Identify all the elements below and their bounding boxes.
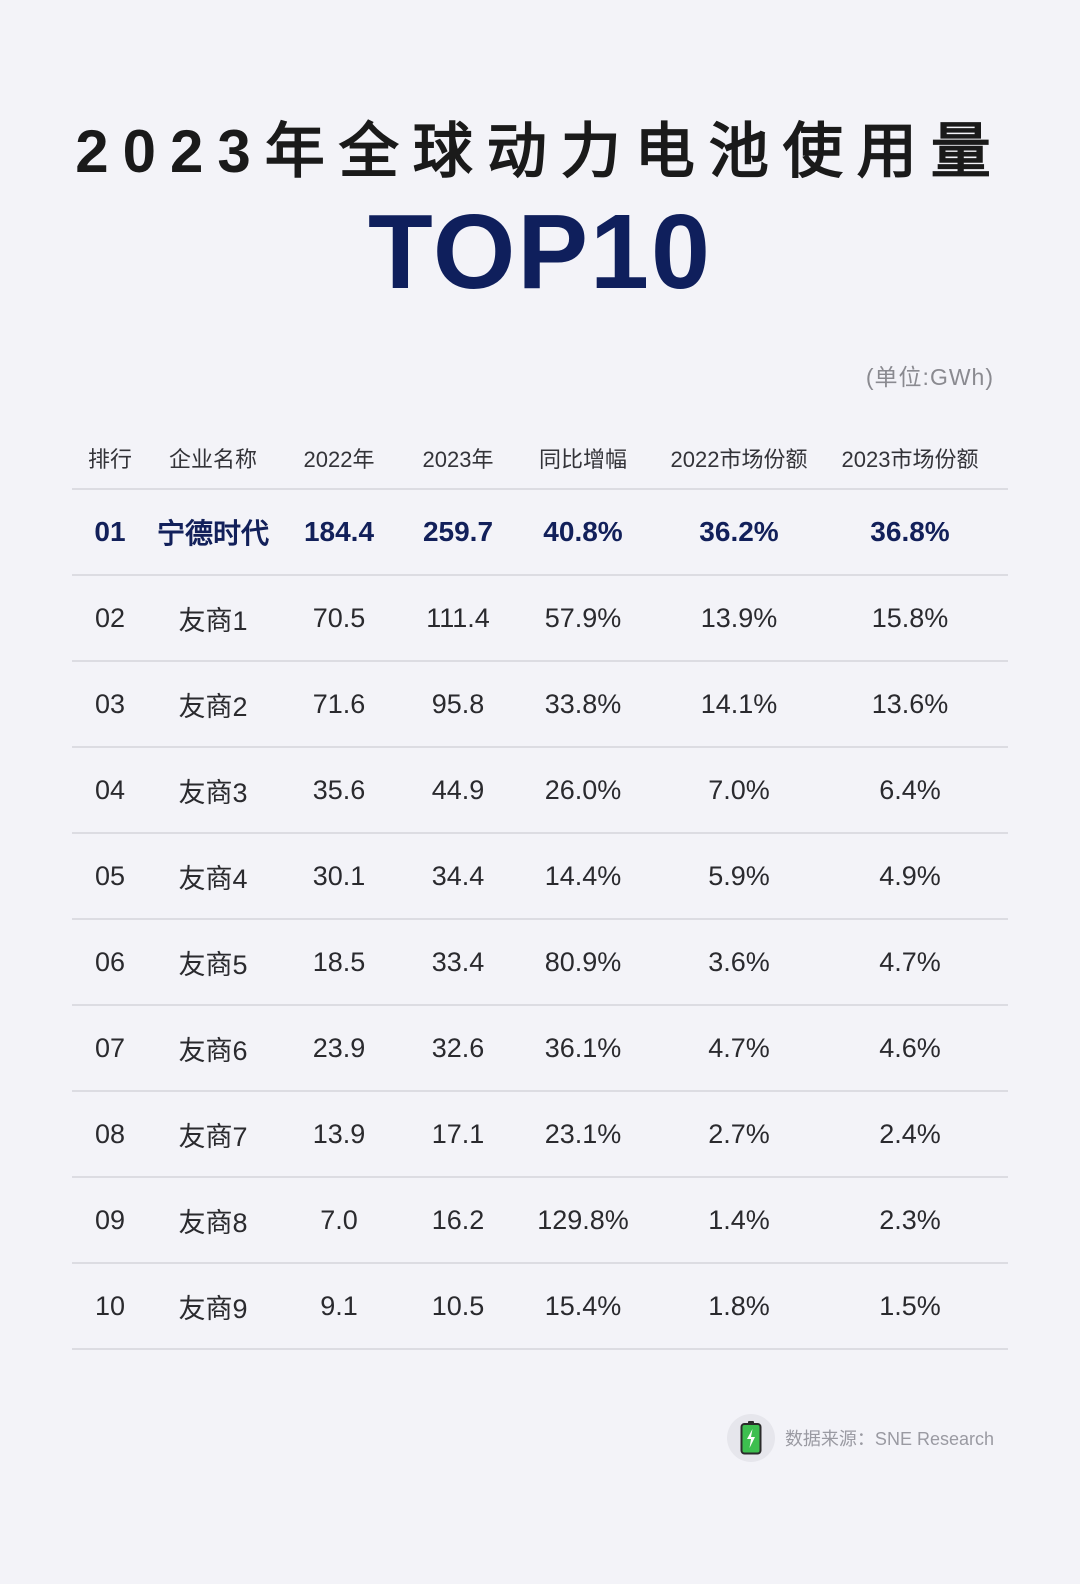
share-2022-cell: 1.4%	[708, 1204, 770, 1235]
value-2023-cell: 259.7	[422, 516, 494, 547]
yoy-cell: 80.9%	[544, 946, 622, 977]
yoy-cell: 33.8%	[544, 688, 622, 719]
ranking-table: 排行 企业名称 2022年 2023年 同比增幅 2022市场份额 2023市场…	[72, 428, 1008, 1350]
rank-cell: 05	[94, 860, 126, 891]
table-row: 02 友商1 70.5 111.4 57.9% 13.9% 15.8%	[72, 576, 1008, 662]
share-2022-cell: 7.0%	[708, 774, 770, 805]
yoy-cell: 26.0%	[544, 774, 622, 805]
battery-charging-icon	[726, 1414, 775, 1462]
value-2023-cell: 34.4	[431, 860, 485, 891]
company-cell: 友商8	[178, 1207, 248, 1238]
share-2023-cell: 13.6%	[871, 688, 949, 719]
page-subtitle: TOP10	[368, 193, 712, 311]
share-2022-cell: 13.9%	[700, 602, 778, 633]
column-header-yoy: 同比增幅	[538, 447, 627, 472]
column-header-2023: 2023年	[422, 447, 494, 472]
share-2022-cell: 36.2%	[699, 516, 779, 547]
company-cell: 友商1	[178, 605, 248, 636]
value-2022-cell: 23.9	[312, 1032, 366, 1063]
table-row: 06 友商5 18.5 33.4 80.9% 3.6% 4.7%	[72, 920, 1008, 1006]
rank-cell: 02	[94, 602, 126, 633]
company-cell: 友商2	[178, 691, 248, 722]
rank-cell: 08	[94, 1118, 126, 1149]
yoy-cell: 129.8%	[537, 1204, 629, 1235]
share-2023-cell: 4.6%	[879, 1032, 941, 1063]
source-text: 数据来源：SNE Research	[784, 1429, 994, 1449]
table-row: 08 友商7 13.9 17.1 23.1% 2.7% 2.4%	[72, 1092, 1008, 1178]
value-2022-cell: 70.5	[312, 602, 366, 633]
share-2023-cell: 4.7%	[879, 946, 941, 977]
rank-cell: 09	[94, 1204, 126, 1235]
yoy-cell: 36.1%	[544, 1032, 622, 1063]
column-header-rank: 排行	[87, 447, 132, 472]
value-2023-cell: 32.6	[431, 1032, 485, 1063]
share-2023-cell: 2.4%	[879, 1118, 941, 1149]
value-2023-cell: 111.4	[426, 602, 490, 633]
share-2023-cell: 2.3%	[879, 1204, 941, 1235]
value-2022-cell: 13.9	[312, 1118, 366, 1149]
share-2022-cell: 3.6%	[708, 946, 770, 977]
rank-cell: 01	[94, 516, 126, 547]
table-row: 03 友商2 71.6 95.8 33.8% 14.1% 13.6%	[72, 662, 1008, 748]
share-2022-cell: 14.1%	[700, 688, 778, 719]
value-2023-cell: 10.5	[431, 1290, 485, 1321]
table-row: 07 友商6 23.9 32.6 36.1% 4.7% 4.6%	[72, 1006, 1008, 1092]
value-2023-cell: 16.2	[431, 1204, 485, 1235]
value-2022-cell: 9.1	[320, 1290, 358, 1321]
share-2022-cell: 5.9%	[708, 860, 770, 891]
yoy-cell: 15.4%	[544, 1290, 622, 1321]
value-2023-cell: 17.1	[431, 1118, 485, 1149]
rank-cell: 07	[94, 1032, 126, 1063]
rank-cell: 04	[94, 774, 126, 805]
yoy-cell: 14.4%	[544, 860, 622, 891]
share-2023-cell: 1.5%	[879, 1290, 941, 1321]
company-cell: 友商7	[178, 1121, 248, 1152]
value-2022-cell: 7.0	[320, 1204, 358, 1235]
share-2022-cell: 4.7%	[708, 1032, 770, 1063]
rank-cell: 06	[94, 946, 126, 977]
column-header-share-2023: 2023市场份额	[841, 447, 979, 472]
company-cell: 宁德时代	[156, 518, 269, 549]
data-source: 数据来源：SNE Research	[726, 1414, 994, 1462]
company-cell: 友商4	[178, 863, 248, 894]
company-cell: 友商3	[178, 777, 248, 808]
value-2022-cell: 35.6	[312, 774, 366, 805]
share-2022-cell: 2.7%	[708, 1118, 770, 1149]
company-cell: 友商9	[178, 1293, 248, 1324]
value-2022-cell: 184.4	[303, 516, 375, 547]
unit-label: (单位:GWh)	[865, 364, 994, 390]
table-row: 10 友商9 9.1 10.5 15.4% 1.8% 1.5%	[72, 1264, 1008, 1350]
value-2022-cell: 71.6	[312, 688, 366, 719]
column-header-share-2022: 2022市场份额	[670, 447, 808, 472]
value-2023-cell: 95.8	[431, 688, 485, 719]
page-title: 2023年全球动力电池使用量	[75, 118, 1005, 185]
table-row: 09 友商8 7.0 16.2 129.8% 1.4% 2.3%	[72, 1178, 1008, 1264]
table-row-highlight: 01 宁德时代 184.4 259.7 40.8% 36.2% 36.8%	[72, 490, 1008, 576]
company-cell: 友商5	[178, 949, 248, 980]
value-2022-cell: 30.1	[312, 860, 366, 891]
share-2022-cell: 1.8%	[708, 1290, 770, 1321]
yoy-cell: 40.8%	[543, 516, 623, 547]
company-cell: 友商6	[178, 1035, 248, 1066]
share-2023-cell: 4.9%	[879, 860, 941, 891]
table-header-row: 排行 企业名称 2022年 2023年 同比增幅 2022市场份额 2023市场…	[72, 428, 1008, 490]
value-2022-cell: 18.5	[312, 946, 366, 977]
table-row: 04 友商3 35.6 44.9 26.0% 7.0% 6.4%	[72, 748, 1008, 834]
share-2023-cell: 36.8%	[870, 516, 950, 547]
share-2023-cell: 15.8%	[871, 602, 949, 633]
rank-cell: 10	[94, 1290, 126, 1321]
column-header-company: 企业名称	[168, 447, 257, 472]
rank-cell: 03	[94, 688, 126, 719]
yoy-cell: 23.1%	[544, 1118, 622, 1149]
yoy-cell: 57.9%	[544, 602, 622, 633]
value-2023-cell: 33.4	[431, 946, 485, 977]
column-header-2022: 2022年	[303, 447, 375, 472]
share-2023-cell: 6.4%	[879, 774, 941, 805]
value-2023-cell: 44.9	[431, 774, 485, 805]
table-row: 05 友商4 30.1 34.4 14.4% 5.9% 4.9%	[72, 834, 1008, 920]
